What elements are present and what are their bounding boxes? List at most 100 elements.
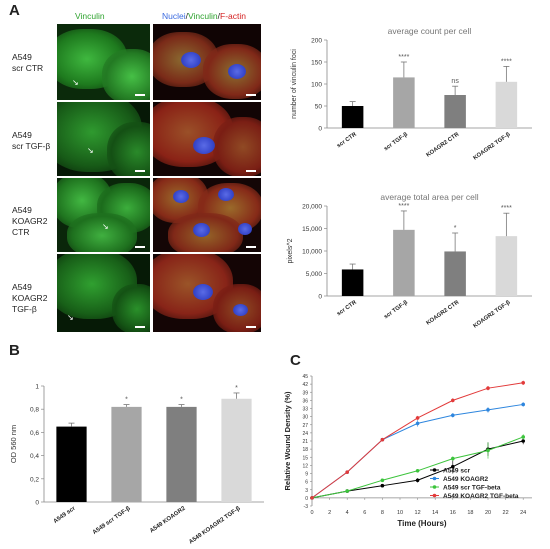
chart-average-area: average total area per cell pixels^2 0 5,00… (287, 192, 532, 330)
col-header-merged: Nuclei/Vinculin/F-actin (162, 11, 246, 21)
y-tick-label: 24 (302, 431, 308, 437)
data-point (380, 483, 385, 488)
significance-label: **** (398, 203, 409, 210)
data-point (415, 468, 420, 473)
row-label-1: A549 scr CTR (12, 52, 43, 74)
data-point (451, 413, 455, 418)
x-tick-label: 8 (381, 510, 384, 516)
y-axis-label: OD 560 nm (9, 425, 18, 463)
category-label: KOAGR2 TGF-β (472, 131, 511, 161)
data-point (486, 448, 490, 453)
y-tick-label: 0,8 (30, 407, 39, 414)
y-tick-label: 15,000 (302, 226, 322, 233)
y-tick-label: 6 (305, 480, 308, 486)
data-point (521, 439, 525, 443)
y-tick-label: 21 (302, 439, 308, 445)
significance-label: * (235, 385, 238, 392)
col-header-vinculin: Vinculin (75, 11, 105, 21)
legend-marker (432, 476, 437, 481)
y-tick-label: 0 (318, 294, 322, 301)
data-point (521, 402, 525, 407)
y-tick-label: 27 (302, 423, 308, 429)
x-tick-label: 24 (520, 510, 526, 516)
legend-marker (432, 493, 437, 498)
category-label: scr TGF-β (383, 299, 409, 320)
category-label: A549 scr (53, 505, 77, 525)
data-point (345, 489, 349, 493)
bar (444, 95, 466, 128)
y-tick-label: 50 (315, 104, 323, 111)
bar (393, 229, 415, 296)
row-label-1-line1: A549 (12, 52, 32, 62)
legend-entry: A549 scr (443, 468, 471, 475)
micro-merged-ko-ctr (153, 178, 261, 252)
col-header-nuclei: Nuclei (162, 11, 186, 21)
y-tick-label: 0,2 (30, 476, 39, 483)
category-label: A549 scr TGF-β (92, 506, 132, 537)
significance-label: * (180, 397, 183, 404)
category-label: scr TGF-β (383, 131, 409, 152)
data-point (415, 421, 420, 426)
x-tick-label: 20 (485, 510, 491, 516)
y-tick-label: 39 (302, 390, 308, 396)
y-tick-label: 0,4 (30, 453, 39, 460)
row-label-4: A549 KOAGR2 TGF-β (12, 282, 47, 315)
legend-entry: A549 KOAGR2 (443, 476, 489, 483)
arrow-icon: ↘ (87, 146, 94, 155)
row-label-3-line3: CTR (12, 227, 30, 237)
bar (444, 251, 466, 296)
chart-title: average total area per cell (380, 192, 478, 202)
legend-marker (432, 468, 437, 472)
category-label: KOAGR2 CTR (425, 131, 461, 158)
significance-label: **** (398, 54, 409, 61)
data-point (345, 470, 349, 474)
legend-entry: A549 scr TGF-beta (443, 485, 501, 492)
col-header-vinculin-merged: Vinculin (188, 11, 218, 21)
data-point (451, 456, 455, 461)
y-tick-label: 33 (302, 407, 308, 413)
y-tick-label: 0 (35, 500, 39, 507)
y-tick-label: 200 (311, 38, 322, 45)
y-tick-label: 0,6 (30, 430, 39, 437)
y-tick-label: 30 (302, 415, 308, 421)
row-label-3-line1: A549 (12, 205, 32, 215)
significance-label: * (454, 225, 457, 232)
bar (56, 426, 87, 502)
x-tick-label: 10 (397, 510, 403, 516)
row-label-3: A549 KOAGR2 CTR (12, 205, 47, 238)
micro-merged-scr-ctr (153, 24, 261, 100)
arrow-icon: ↘ (102, 222, 109, 231)
data-point (310, 496, 314, 500)
row-label-1-line2: scr CTR (12, 63, 44, 73)
row-label-4-line2: KOAGR2 (12, 293, 48, 303)
y-axis-label: pixels^2 (287, 238, 294, 263)
y-tick-label: 42 (302, 382, 308, 388)
category-label: KOAGR2 TGF-β (472, 299, 511, 329)
arrow-icon: ↘ (67, 313, 74, 322)
row-label-4-line1: A549 (12, 282, 32, 292)
x-tick-label: 6 (363, 510, 366, 516)
row-label-2-line1: A549 (12, 130, 32, 140)
arrow-icon: ↘ (72, 78, 79, 87)
significance-label: * (125, 397, 128, 404)
micro-vinculin-ko-ctr: ↘ (57, 178, 150, 252)
micro-vinculin-scr-tgf: ↘ (57, 102, 150, 176)
micro-vinculin-ko-tgf: ↘ (57, 254, 150, 332)
category-label: scr CTR (336, 299, 358, 317)
y-tick-label: 3 (305, 488, 308, 494)
row-label-4-line3: TGF-β (12, 304, 37, 314)
panel-letter-a: A (9, 2, 20, 19)
significance-label: ns (451, 78, 459, 85)
bar (341, 106, 364, 128)
x-tick-label: 4 (346, 510, 349, 516)
significance-label: **** (501, 205, 512, 212)
data-point (486, 386, 490, 390)
x-tick-label: 2 (328, 510, 331, 516)
panel-letter-b: B (9, 342, 20, 359)
x-axis-label: Time (Hours) (397, 519, 447, 528)
data-point (415, 478, 420, 483)
bar (495, 236, 518, 296)
bar (393, 77, 415, 128)
legend-marker (432, 485, 437, 489)
y-axis-label: number of vinculin foci (291, 49, 298, 119)
